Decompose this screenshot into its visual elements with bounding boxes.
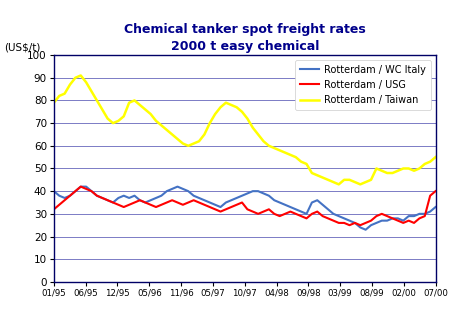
- Rotterdam / Taiwan: [315, 173, 320, 177]
- Rotterdam / USG: [185, 201, 191, 204]
- Rotterdam / USG: [272, 212, 277, 216]
- Rotterdam / WC Italy: [315, 198, 320, 202]
- Rotterdam / USG: [347, 223, 352, 227]
- Rotterdam / Taiwan: [51, 101, 57, 105]
- Rotterdam / WC Italy: [78, 185, 84, 189]
- Line: Rotterdam / USG: Rotterdam / USG: [54, 187, 436, 225]
- Rotterdam / Taiwan: [433, 155, 438, 159]
- Rotterdam / WC Italy: [185, 189, 191, 193]
- Rotterdam / USG: [51, 207, 57, 211]
- Rotterdam / Taiwan: [110, 121, 116, 125]
- Rotterdam / USG: [411, 221, 417, 225]
- Rotterdam / Taiwan: [185, 144, 191, 148]
- Rotterdam / WC Italy: [272, 198, 277, 202]
- Text: (US$/t): (US$/t): [4, 43, 41, 53]
- Line: Rotterdam / WC Italy: Rotterdam / WC Italy: [54, 187, 436, 230]
- Rotterdam / WC Italy: [51, 189, 57, 193]
- Rotterdam / USG: [78, 185, 84, 189]
- Rotterdam / WC Italy: [299, 210, 304, 214]
- Rotterdam / Taiwan: [272, 146, 277, 150]
- Rotterdam / Taiwan: [78, 74, 84, 77]
- Rotterdam / WC Italy: [433, 205, 438, 209]
- Legend: Rotterdam / WC Italy, Rotterdam / USG, Rotterdam / Taiwan: Rotterdam / WC Italy, Rotterdam / USG, R…: [295, 60, 431, 110]
- Rotterdam / USG: [299, 214, 304, 218]
- Rotterdam / WC Italy: [363, 228, 368, 232]
- Title: Chemical tanker spot freight rates
2000 t easy chemical: Chemical tanker spot freight rates 2000 …: [124, 23, 365, 52]
- Rotterdam / Taiwan: [299, 160, 304, 164]
- Rotterdam / Taiwan: [411, 169, 417, 173]
- Rotterdam / WC Italy: [411, 214, 417, 218]
- Rotterdam / USG: [110, 201, 116, 204]
- Rotterdam / USG: [433, 189, 438, 193]
- Rotterdam / USG: [315, 210, 320, 214]
- Rotterdam / Taiwan: [336, 182, 342, 186]
- Line: Rotterdam / Taiwan: Rotterdam / Taiwan: [54, 75, 436, 184]
- Rotterdam / WC Italy: [110, 201, 116, 204]
